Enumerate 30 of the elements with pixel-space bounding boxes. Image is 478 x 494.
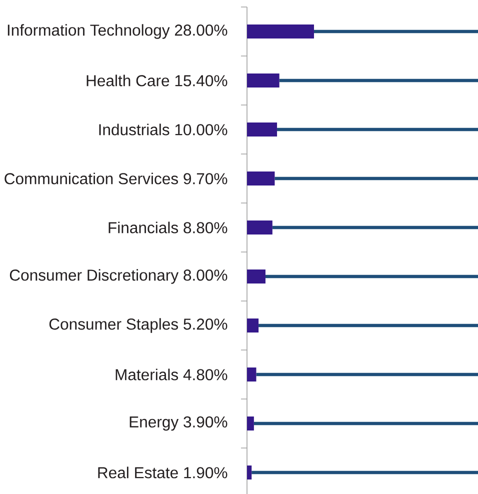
bar — [274, 176, 478, 180]
bar — [314, 30, 478, 34]
bar — [247, 122, 278, 137]
y-tick-label: Information Technology 28.00% — [8, 24, 228, 39]
bar — [247, 74, 280, 88]
bar — [247, 270, 266, 284]
bar — [247, 466, 252, 480]
bar — [247, 24, 314, 38]
bar — [247, 172, 275, 186]
bar — [247, 368, 256, 382]
y-tick-label: Health Care 15.40% — [86, 74, 228, 86]
bar — [247, 318, 259, 333]
bar — [254, 422, 478, 426]
bar — [252, 470, 478, 474]
bar — [265, 274, 478, 278]
bar — [277, 128, 478, 132]
bar — [247, 220, 272, 235]
bar — [279, 78, 478, 82]
y-tick-label: Materials 4.80% — [116, 368, 228, 380]
y-tick-label: Industrials 10.00% — [99, 124, 228, 136]
y-tick-label: Consumer Discretionary 8.00% — [10, 269, 228, 284]
bar — [272, 226, 478, 230]
bar — [258, 324, 478, 328]
y-tick-label: Communication Services 9.70% — [4, 172, 228, 184]
y-tick-label: Real Estate 1.90% — [98, 466, 228, 478]
y-tick-label: Financials 8.80% — [108, 222, 228, 234]
y-tick-label: Energy 3.90% — [130, 416, 228, 431]
bar — [247, 416, 254, 431]
bar — [256, 372, 478, 376]
y-tick-label: Consumer Staples 5.20% — [49, 318, 228, 333]
